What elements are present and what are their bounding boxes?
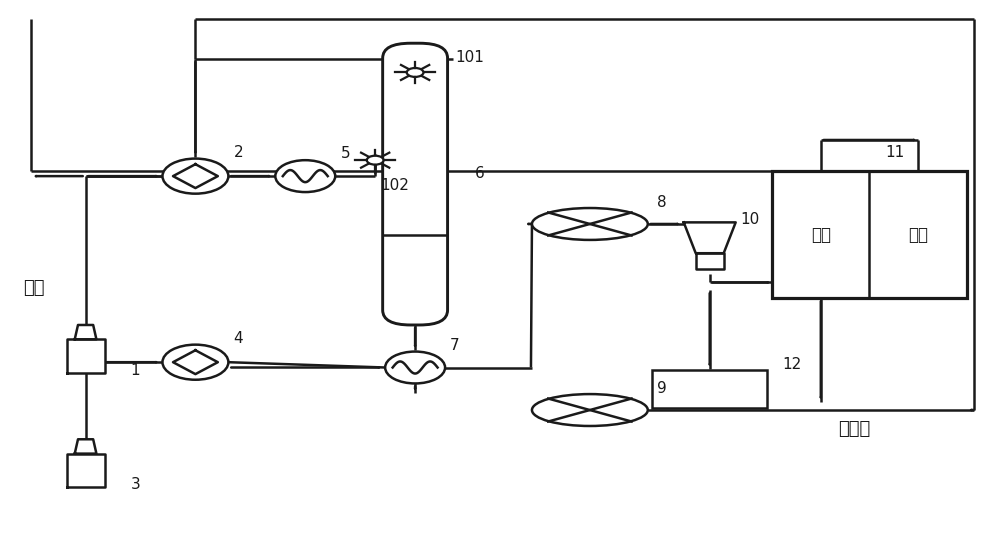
Polygon shape xyxy=(75,439,96,454)
Text: 接负载: 接负载 xyxy=(838,419,871,438)
Text: 5: 5 xyxy=(340,146,350,161)
Text: 101: 101 xyxy=(456,50,484,65)
Circle shape xyxy=(162,159,228,193)
Circle shape xyxy=(385,352,445,383)
Text: 尾气: 尾气 xyxy=(23,279,44,297)
Text: 6: 6 xyxy=(475,166,484,181)
Polygon shape xyxy=(696,253,724,269)
Text: 8: 8 xyxy=(657,195,667,210)
Text: 3: 3 xyxy=(131,477,140,492)
Bar xyxy=(772,171,967,298)
Circle shape xyxy=(407,68,424,77)
Circle shape xyxy=(275,160,335,192)
Text: 9: 9 xyxy=(657,381,667,396)
Polygon shape xyxy=(67,454,105,487)
FancyBboxPatch shape xyxy=(383,43,448,325)
Text: 阳极: 阳极 xyxy=(908,225,928,244)
Text: 10: 10 xyxy=(740,212,759,227)
Ellipse shape xyxy=(532,208,648,240)
Text: 1: 1 xyxy=(131,362,140,378)
Text: 2: 2 xyxy=(234,144,243,160)
Circle shape xyxy=(367,156,384,165)
Bar xyxy=(652,369,767,408)
Polygon shape xyxy=(684,222,736,253)
Polygon shape xyxy=(67,340,105,373)
Text: 12: 12 xyxy=(782,357,801,373)
Text: 11: 11 xyxy=(885,144,904,160)
Text: 4: 4 xyxy=(234,331,243,346)
Ellipse shape xyxy=(532,394,648,426)
Text: 阴极: 阴极 xyxy=(811,225,831,244)
Text: 102: 102 xyxy=(381,178,410,193)
Polygon shape xyxy=(75,325,96,340)
Text: 7: 7 xyxy=(450,338,460,353)
Circle shape xyxy=(162,345,228,379)
